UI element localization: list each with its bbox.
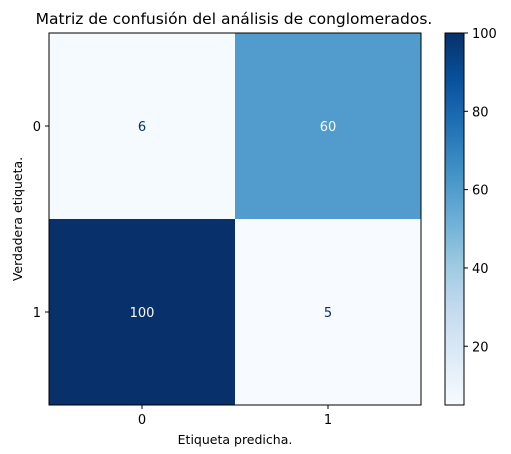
y-axis-ticks: 01: [33, 120, 49, 321]
x-tick-label: 0: [138, 413, 146, 428]
colorbar-tick-label: 80: [472, 105, 489, 120]
y-axis-label: Verdadera etiqueta.: [10, 157, 25, 281]
heatmap-cell-label-r1-c0: 100: [130, 306, 155, 321]
x-axis-label: Etiqueta predicha.: [178, 432, 293, 447]
heatmap-cells: [49, 33, 421, 405]
colorbar-tick-label: 60: [472, 184, 489, 199]
heatmap-cell-r1-c1: [235, 219, 421, 405]
colorbar-tick-label: 20: [472, 340, 489, 355]
colorbar-ticks: 20 40 60 80 100: [464, 27, 497, 355]
heatmap-cell-label-r0-c1: 60: [320, 120, 337, 135]
heatmap-cell-label-r0-c0: 6: [138, 120, 146, 135]
heatmap-cell-r1-c0: [49, 219, 235, 405]
y-tick-label: 0: [33, 120, 41, 135]
chart-title: Matriz de confusión del análisis de cong…: [36, 10, 433, 28]
colorbar: [444, 32, 465, 406]
heatmap-cell-label-r1-c1: 5: [324, 306, 332, 321]
plot-frame: [48, 32, 422, 406]
heatmap-cell-labels: 6 60 100 5: [130, 120, 337, 321]
colorbar-tick-label: 40: [472, 262, 489, 277]
colorbar-tick-label: 100: [472, 27, 497, 42]
x-tick-label: 1: [324, 413, 332, 428]
heatmap-cell-r0-c0: [49, 33, 235, 219]
y-tick-label: 1: [33, 306, 41, 321]
heatmap-cell-r0-c1: [235, 33, 421, 219]
